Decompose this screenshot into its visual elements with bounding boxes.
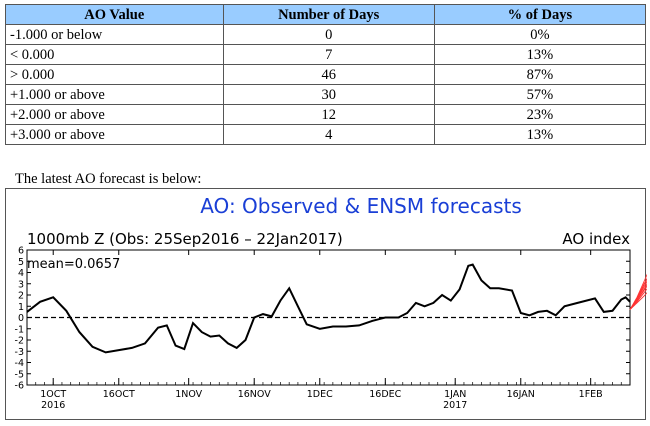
y-tick-label: -5 xyxy=(15,369,24,380)
chart-index-label: AO index xyxy=(562,230,630,248)
x-tick-label: 1OCT xyxy=(40,389,66,400)
ao-stats-table: AO Value Number of Days % of Days -1.000… xyxy=(5,4,647,145)
x-tick-label: 16OCT xyxy=(103,389,135,400)
y-tick-label: -2 xyxy=(15,336,24,347)
table-header-row: AO Value Number of Days % of Days xyxy=(5,4,647,25)
cell-days: 12 xyxy=(222,104,435,125)
x-tick-year-label: 2017 xyxy=(443,400,467,411)
cell-days: 7 xyxy=(222,44,435,65)
y-tick-label: 3 xyxy=(18,279,24,290)
cell-percent: 13% xyxy=(433,124,647,145)
forecast-member-line xyxy=(629,285,647,310)
y-tick-label: -6 xyxy=(15,381,24,392)
table-row: +3.000 or above 4 13% xyxy=(5,124,647,145)
x-tick-label: 16JAN xyxy=(507,389,535,400)
cell-ao-value: +2.000 or above xyxy=(5,104,224,125)
cell-ao-value: < 0.000 xyxy=(5,44,224,65)
x-tick-year-label: 2016 xyxy=(41,400,65,411)
ao-forecast-chart: AO: Observed & ENSM forecasts 1000mb Z (… xyxy=(15,194,647,411)
cell-percent: 57% xyxy=(433,84,647,105)
cell-ao-value: +3.000 or above xyxy=(5,124,224,145)
chart-subtitle: 1000mb Z (Obs: 25Sep2016 – 22Jan2017) xyxy=(27,230,343,248)
y-tick-label: -4 xyxy=(15,358,24,369)
forecast-member-line xyxy=(629,278,647,310)
x-tick-label: 1JAN xyxy=(444,389,466,400)
table-row: < 0.000 7 13% xyxy=(5,44,647,65)
header-percent-of-days: % of Days xyxy=(433,4,647,25)
y-tick-label: 4 xyxy=(18,268,24,279)
x-tick-label: 16DEC xyxy=(369,389,401,400)
forecast-member-line xyxy=(629,273,647,310)
header-ao-value: AO Value xyxy=(5,4,224,25)
forecast-member-line xyxy=(629,288,647,310)
cell-days: 4 xyxy=(222,124,435,145)
y-tick-label: -3 xyxy=(15,347,24,358)
x-tick-label: 1FEB xyxy=(579,389,603,400)
chart-title: AO: Observed & ENSM forecasts xyxy=(200,194,522,218)
cell-days: 30 xyxy=(222,84,435,105)
mean-annotation: mean=0.0657 xyxy=(27,257,120,272)
x-tick-label: 1NOV xyxy=(175,389,202,400)
cell-ao-value: > 0.000 xyxy=(5,64,224,85)
forecast-caption: The latest AO forecast is below: xyxy=(15,171,202,187)
ao-chart-frame: AO: Observed & ENSM forecasts 1000mb Z (… xyxy=(5,188,647,420)
cell-percent: 0% xyxy=(433,24,647,45)
table-row: -1.000 or below 0 0% xyxy=(5,24,647,45)
y-tick-label: 5 xyxy=(18,257,24,268)
table-row: > 0.000 46 87% xyxy=(5,64,647,85)
y-tick-label: 0 xyxy=(18,313,24,324)
cell-percent: 87% xyxy=(433,64,647,85)
forecast-member-line xyxy=(629,280,647,310)
forecast-member-line xyxy=(629,283,647,310)
observed-series-line xyxy=(26,263,631,354)
x-tick-label: 1DEC xyxy=(307,389,333,400)
y-tick-label: 2 xyxy=(18,291,24,302)
y-tick-label: -1 xyxy=(15,324,24,335)
cell-ao-value: -1.000 or below xyxy=(5,24,224,45)
x-tick-label: 16NOV xyxy=(238,389,272,400)
cell-days: 0 xyxy=(222,24,435,45)
cell-ao-value: +1.000 or above xyxy=(5,84,224,105)
cell-percent: 13% xyxy=(433,44,647,65)
y-tick-label: 1 xyxy=(18,302,24,313)
cell-percent: 23% xyxy=(433,104,647,125)
cell-days: 46 xyxy=(222,64,435,85)
table-row: +1.000 or above 30 57% xyxy=(5,84,647,105)
forecast-member-line xyxy=(629,292,647,310)
table-row: +2.000 or above 12 23% xyxy=(5,104,647,125)
header-number-of-days: Number of Days xyxy=(222,4,435,25)
y-tick-label: 6 xyxy=(18,246,24,257)
